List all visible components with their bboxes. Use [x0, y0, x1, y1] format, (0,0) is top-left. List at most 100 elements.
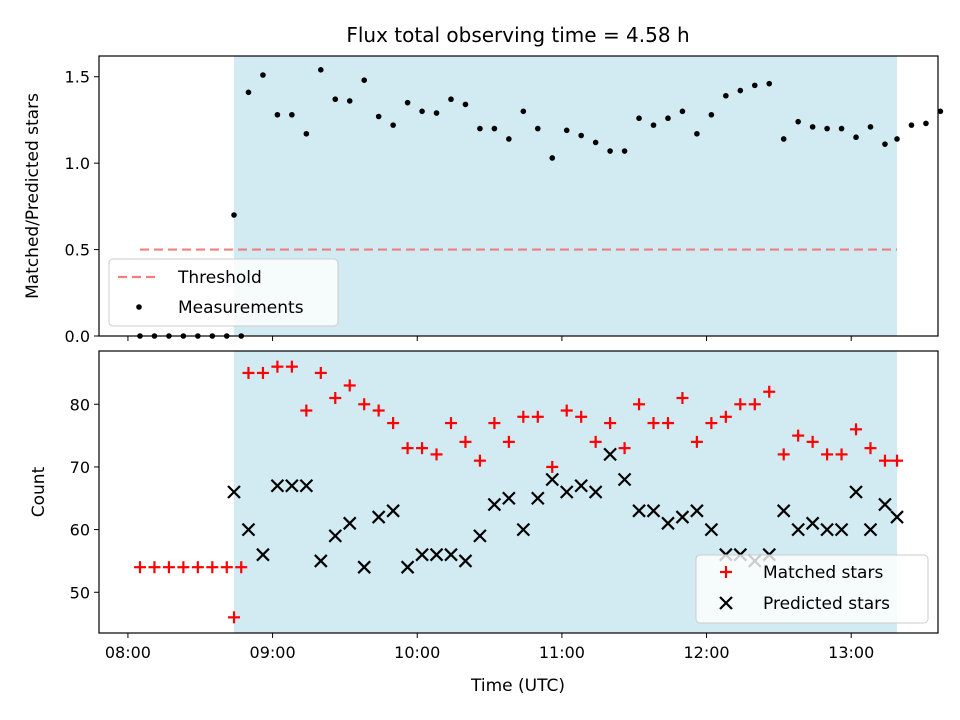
y-tick-label: 0.5 — [65, 241, 90, 260]
matched-point — [850, 423, 863, 436]
measurement-point — [506, 136, 512, 142]
measurement-point — [549, 155, 556, 161]
x-axis-label: Time (UTC) — [470, 676, 565, 696]
measurement-point — [592, 139, 599, 146]
matched-point — [235, 561, 248, 574]
threshold-legend-label: Threshold — [177, 268, 262, 288]
matched-point — [676, 392, 689, 404]
top-plot-frame — [98, 55, 939, 337]
predicted-point — [834, 522, 849, 537]
predicted-point — [531, 491, 545, 506]
predicted-point — [675, 510, 690, 524]
measurement-point — [520, 108, 527, 115]
matched-point — [444, 417, 457, 430]
measurement-point — [780, 136, 787, 142]
y-tick-label: 0.0 — [65, 327, 90, 346]
top-y-axis-label: Matched/Predicted stars — [23, 93, 43, 299]
matched-point — [560, 404, 573, 417]
predicted-point — [820, 522, 834, 537]
matched-legend-swatch — [720, 566, 732, 578]
matched-point — [329, 392, 342, 404]
predicted-point — [473, 529, 487, 543]
chart-title: Flux total observing time = 4.58 h — [346, 23, 689, 47]
matched-point — [488, 417, 501, 430]
predicted-point — [314, 554, 328, 568]
predicted-point — [371, 510, 386, 524]
predicted-legend-swatch — [719, 596, 733, 610]
top-y-ticks: 0.0 0.5 1.0 1.5 — [65, 68, 99, 346]
predicted-point — [661, 516, 675, 531]
predicted-point — [704, 522, 719, 537]
matched-point — [300, 404, 313, 417]
matched-point — [777, 448, 790, 461]
measurement-point — [462, 101, 469, 108]
measurement-point — [245, 89, 252, 96]
matched-point — [271, 360, 284, 373]
matched-point — [343, 379, 356, 392]
matched-point — [416, 442, 429, 455]
matched-point — [705, 417, 718, 430]
predicted-point — [342, 516, 357, 531]
measurement-point — [260, 72, 266, 78]
matched-point — [575, 410, 588, 423]
measurement-point — [390, 122, 396, 128]
matched-point — [546, 460, 559, 473]
bottom-plot-frame — [98, 350, 939, 634]
measurement-point — [679, 108, 686, 115]
matched-point — [430, 448, 443, 461]
measurement-point — [318, 67, 324, 73]
matched-point — [401, 442, 414, 455]
predicted-point — [299, 478, 314, 493]
predicted-point — [241, 522, 256, 537]
bottom-y-ticks: 50 60 70 80 — [70, 395, 99, 602]
measurement-point — [838, 125, 845, 132]
matched-point — [734, 398, 747, 411]
top-legend: Threshold Measurements — [108, 258, 339, 327]
x-tick-label: 11:00 — [539, 643, 585, 662]
measurement-point — [809, 124, 816, 130]
predicted-point — [690, 504, 704, 518]
predicted-point — [632, 504, 646, 518]
measurement-point — [289, 111, 295, 118]
matched-point — [878, 454, 891, 467]
predicted-point — [227, 485, 241, 499]
measurement-point — [375, 113, 382, 120]
matched-point — [502, 435, 515, 448]
predicted-point — [285, 478, 299, 493]
measurement-point — [853, 134, 859, 141]
predicted-point — [603, 447, 617, 462]
matched-point — [891, 454, 904, 467]
measurement-point — [737, 87, 744, 94]
predicted-point — [357, 560, 371, 574]
predicted-point — [444, 547, 458, 562]
matched-point — [133, 561, 146, 574]
predicted-point — [429, 547, 444, 562]
matched-point — [256, 366, 269, 379]
bottom-legend-box — [695, 554, 929, 624]
matched-point — [372, 404, 385, 417]
matched-point — [835, 448, 848, 461]
matched-point — [763, 385, 776, 398]
predicted-point — [559, 485, 574, 499]
predicted-point — [588, 485, 603, 499]
measurement-point — [346, 98, 353, 104]
measurement-point — [534, 125, 541, 132]
measurement-point — [274, 111, 281, 118]
matched-point — [473, 454, 486, 467]
measurement-point — [694, 130, 700, 137]
top-x-ticks — [127, 336, 852, 341]
top-panel: 0.0 0.5 1.0 1.5 Matched/Predicted stars Thr… — [23, 55, 944, 346]
y-tick-label: 50 — [70, 583, 90, 602]
x-tick-label: 08:00 — [105, 643, 151, 662]
predicted-point — [805, 516, 820, 531]
predicted-point — [878, 497, 892, 512]
y-tick-label: 60 — [70, 521, 90, 540]
measurement-point — [404, 99, 411, 106]
predicted-point — [386, 504, 400, 518]
predicted-point — [415, 547, 429, 562]
y-tick-label: 80 — [70, 395, 90, 414]
matched-point — [387, 417, 400, 430]
matched-point — [177, 561, 190, 574]
measurement-point — [937, 108, 944, 115]
measurement-point — [766, 80, 773, 87]
